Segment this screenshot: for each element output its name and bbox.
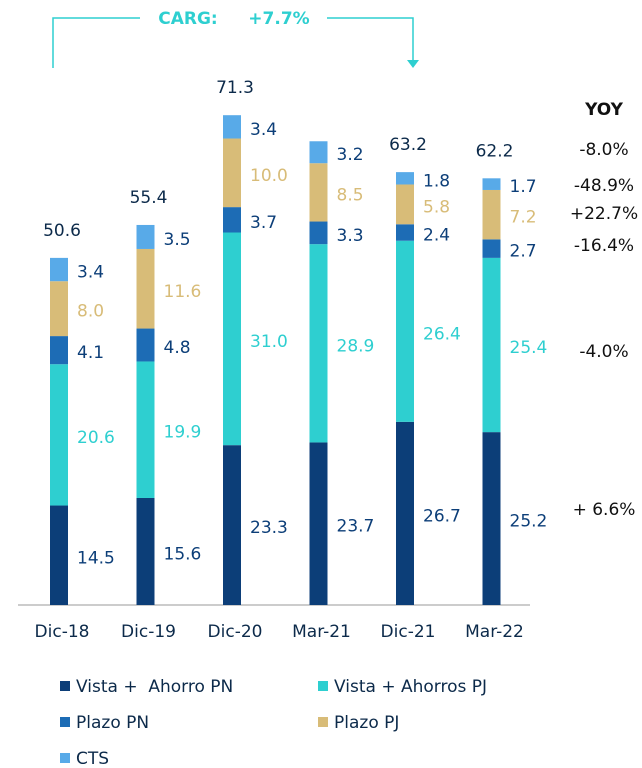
bar-segment [223, 232, 241, 446]
bar-segment [309, 244, 328, 443]
value-label: 4.1 [77, 343, 104, 363]
legend-swatch [60, 681, 70, 691]
legend-label: Plazo PN [76, 713, 149, 733]
x-tick-label: Mar-21 [292, 622, 351, 642]
bar-segment [136, 224, 155, 249]
value-label: 3.7 [250, 213, 277, 233]
bracket-arrow [407, 60, 419, 68]
value-label: 7.2 [510, 208, 537, 228]
x-tick-label: Mar-22 [465, 622, 524, 642]
value-label: 11.6 [164, 282, 202, 302]
bar-segment [50, 505, 68, 605]
legend-swatch [60, 753, 70, 763]
bar-segment [50, 364, 68, 506]
bar-segment [309, 141, 328, 164]
x-tick-label: Dic-18 [35, 622, 90, 642]
value-label: 23.3 [250, 518, 288, 538]
bracket-right [327, 17, 414, 62]
legend-swatch [318, 681, 328, 691]
value-label: 2.4 [423, 226, 450, 246]
value-label: 2.7 [510, 242, 537, 262]
value-label: 3.5 [164, 230, 191, 250]
bar-segment [136, 248, 155, 329]
yoy-label: -48.9% [574, 176, 634, 196]
legend-label: Vista + Ahorro PN [76, 677, 233, 697]
value-label: 1.7 [510, 177, 537, 197]
bar-segment [223, 445, 241, 605]
total-label: 55.4 [130, 188, 168, 208]
bar-segment [482, 257, 501, 433]
bar-segment [223, 207, 241, 233]
value-label: 20.6 [77, 428, 115, 448]
value-label: 3.4 [250, 120, 277, 140]
x-tick-label: Dic-20 [208, 622, 263, 642]
legend-label: Plazo PJ [334, 713, 399, 733]
bracket-left [52, 17, 140, 68]
total-label: 63.2 [389, 135, 427, 155]
total-label: 50.6 [43, 221, 81, 241]
value-label: 19.9 [164, 423, 202, 443]
total-label: 71.3 [216, 78, 254, 98]
value-label: 25.2 [510, 512, 548, 532]
bar-segment [482, 189, 501, 240]
value-label: 8.5 [337, 185, 364, 205]
carg-label: CARG: [158, 9, 217, 29]
bar-segment [396, 184, 414, 225]
value-label: 3.4 [77, 263, 104, 283]
value-label: 5.8 [423, 197, 450, 217]
bar-segment [482, 239, 501, 258]
bar-segment [309, 221, 328, 245]
x-tick-label: Dic-19 [121, 622, 176, 642]
value-label: 1.8 [423, 171, 450, 191]
yoy-label: + 6.6% [573, 500, 636, 520]
legend-label: CTS [76, 749, 109, 768]
bar-segment [396, 421, 414, 605]
value-label: 26.7 [423, 506, 461, 526]
yoy-label: -4.0% [579, 342, 628, 362]
value-label: 4.8 [164, 338, 191, 358]
total-label: 62.2 [476, 141, 514, 161]
carg-value: +7.7% [248, 9, 309, 29]
carg-bracket [52, 17, 414, 68]
bar-segment [482, 432, 501, 605]
legend-swatch [318, 717, 328, 727]
bar-segment [50, 336, 68, 365]
yoy-label: +22.7% [570, 204, 638, 224]
bar-segment [50, 281, 68, 337]
yoy-label: -16.4% [574, 236, 634, 256]
x-tick-label: Dic-21 [381, 622, 436, 642]
bar-segment [50, 257, 68, 282]
bar-segment [309, 442, 328, 605]
value-label: 25.4 [510, 338, 548, 358]
bar-segment [136, 328, 155, 362]
bar-segment [482, 178, 501, 190]
value-label: 3.2 [337, 145, 364, 165]
bar-segment [223, 138, 241, 208]
value-label: 26.4 [423, 324, 461, 344]
yoy-title: YOY [584, 100, 624, 120]
yoy-label: -8.0% [579, 140, 628, 160]
bar-segment [396, 224, 414, 241]
value-label: 8.0 [77, 302, 104, 322]
value-label: 23.7 [337, 517, 375, 537]
bar-segment [136, 497, 155, 605]
value-label: 15.6 [164, 544, 202, 564]
value-label: 10.0 [250, 166, 288, 186]
legend-swatch [60, 717, 70, 727]
value-label: 3.3 [337, 226, 364, 246]
bar-segment [223, 115, 241, 139]
value-label: 31.0 [250, 332, 288, 352]
legend-label: Vista + Ahorros PJ [334, 677, 487, 697]
bar-segment [309, 163, 328, 222]
value-label: 28.9 [337, 336, 375, 356]
value-label: 14.5 [77, 548, 115, 568]
bar-segment [396, 240, 414, 422]
bar-segment [396, 172, 414, 185]
bar-segment [136, 361, 155, 498]
